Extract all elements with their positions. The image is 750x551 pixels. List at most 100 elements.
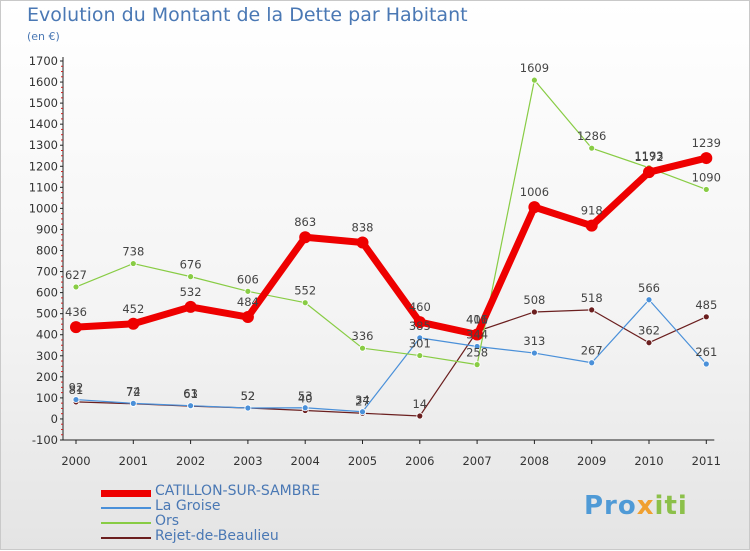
legend-label: Ors [155,513,180,529]
data-point [241,311,254,324]
data-label: 627 [65,268,87,282]
y-tick-label: 800 [36,244,58,258]
data-point [416,412,424,420]
legend-swatch [101,489,151,497]
x-tick-label: 2002 [176,454,205,468]
y-tick-label: -100 [32,433,58,447]
data-point [531,76,538,84]
data-label: 436 [65,305,87,319]
data-point [702,186,710,193]
data-label: 72 [126,385,141,399]
data-label: 508 [523,293,545,307]
data-label: 61 [183,387,198,401]
data-label: 52 [241,389,256,403]
data-label: 1239 [692,136,721,150]
y-tick-label: 1300 [29,138,58,152]
data-label: 52 [241,389,256,403]
data-label: 518 [581,291,603,305]
data-point [702,360,710,368]
series-line-0 [75,154,708,339]
data-point [187,273,195,281]
y-tick-label: 200 [36,370,58,384]
x-tick-label: 2010 [634,454,663,468]
x-tick-label: 2003 [233,454,262,468]
y-tick-label: 0 [51,412,58,426]
data-label: 863 [294,215,316,229]
data-label: 267 [581,344,603,358]
y-tick-label: 900 [36,222,58,236]
data-point [473,361,481,369]
data-point [129,260,137,267]
data-label: 362 [638,324,660,338]
data-label: 532 [180,285,202,299]
data-label: 838 [352,220,374,234]
data-point [70,321,82,334]
data-label: 336 [352,329,374,343]
data-label: 14 [412,397,427,411]
data-label: 258 [466,346,488,360]
data-point [244,404,252,412]
chart-title: Evolution du Montant de la Dette par Hab… [27,4,468,26]
legend-swatch [101,522,151,524]
data-point [416,352,424,359]
y-tick-label: 700 [36,265,58,279]
y-tick-label: 1500 [29,96,58,110]
x-tick-label: 2011 [692,454,721,468]
data-point [187,402,195,410]
legend-swatch [101,507,151,509]
data-label: 53 [298,389,313,403]
series-line-1 [75,299,707,413]
data-label: 452 [122,302,144,316]
y-tick-label: 1400 [29,117,58,131]
data-label: 484 [237,295,259,309]
data-point [588,144,596,152]
data-label: 552 [294,284,316,298]
data-point [72,283,80,291]
data-label: 566 [638,281,660,295]
legend-label: CATILLON-SUR-SAMBRE [155,483,320,499]
y-tick-label: 1700 [29,54,58,68]
legend-label: Rejet-de-Beaulieu [155,528,279,544]
data-label: 606 [237,272,259,286]
logo-part-iti: iti [654,491,688,521]
data-label: 1286 [577,129,606,143]
series-line-2 [75,79,707,366]
data-point [416,334,424,342]
x-tick-label: 2001 [119,454,148,468]
x-tick-label: 2000 [61,454,90,468]
data-point [471,328,484,341]
legend-swatch [101,537,151,539]
data-point [702,313,710,321]
data-label: 63 [183,387,198,401]
data-label: 74 [126,384,141,398]
data-label: 416 [466,312,488,326]
x-tick-label: 2005 [348,454,377,468]
data-point [127,317,140,330]
data-point [473,343,481,350]
data-label: 1006 [520,185,549,199]
data-point [643,166,655,179]
logo-part-pro: Pro [584,491,637,521]
logo-part-x: x [636,491,655,521]
data-label: 81 [69,383,84,397]
proxiti-logo: Proxiti [584,491,688,521]
data-point [531,349,538,357]
data-label: 738 [122,245,144,259]
x-tick-label: 2006 [405,454,434,468]
data-label: 401 [466,313,488,327]
data-label: 1090 [692,170,721,184]
y-tick-label: 1200 [29,159,58,173]
data-point [184,300,197,313]
data-label: 385 [409,319,431,333]
data-label: 27 [355,394,370,408]
data-point [531,308,538,316]
data-point [301,299,309,307]
data-label: 1172 [634,150,663,164]
data-point [129,399,137,407]
legend-label: La Groise [155,498,221,514]
data-point [413,316,426,329]
data-label: 313 [523,334,545,348]
data-point [588,306,596,314]
